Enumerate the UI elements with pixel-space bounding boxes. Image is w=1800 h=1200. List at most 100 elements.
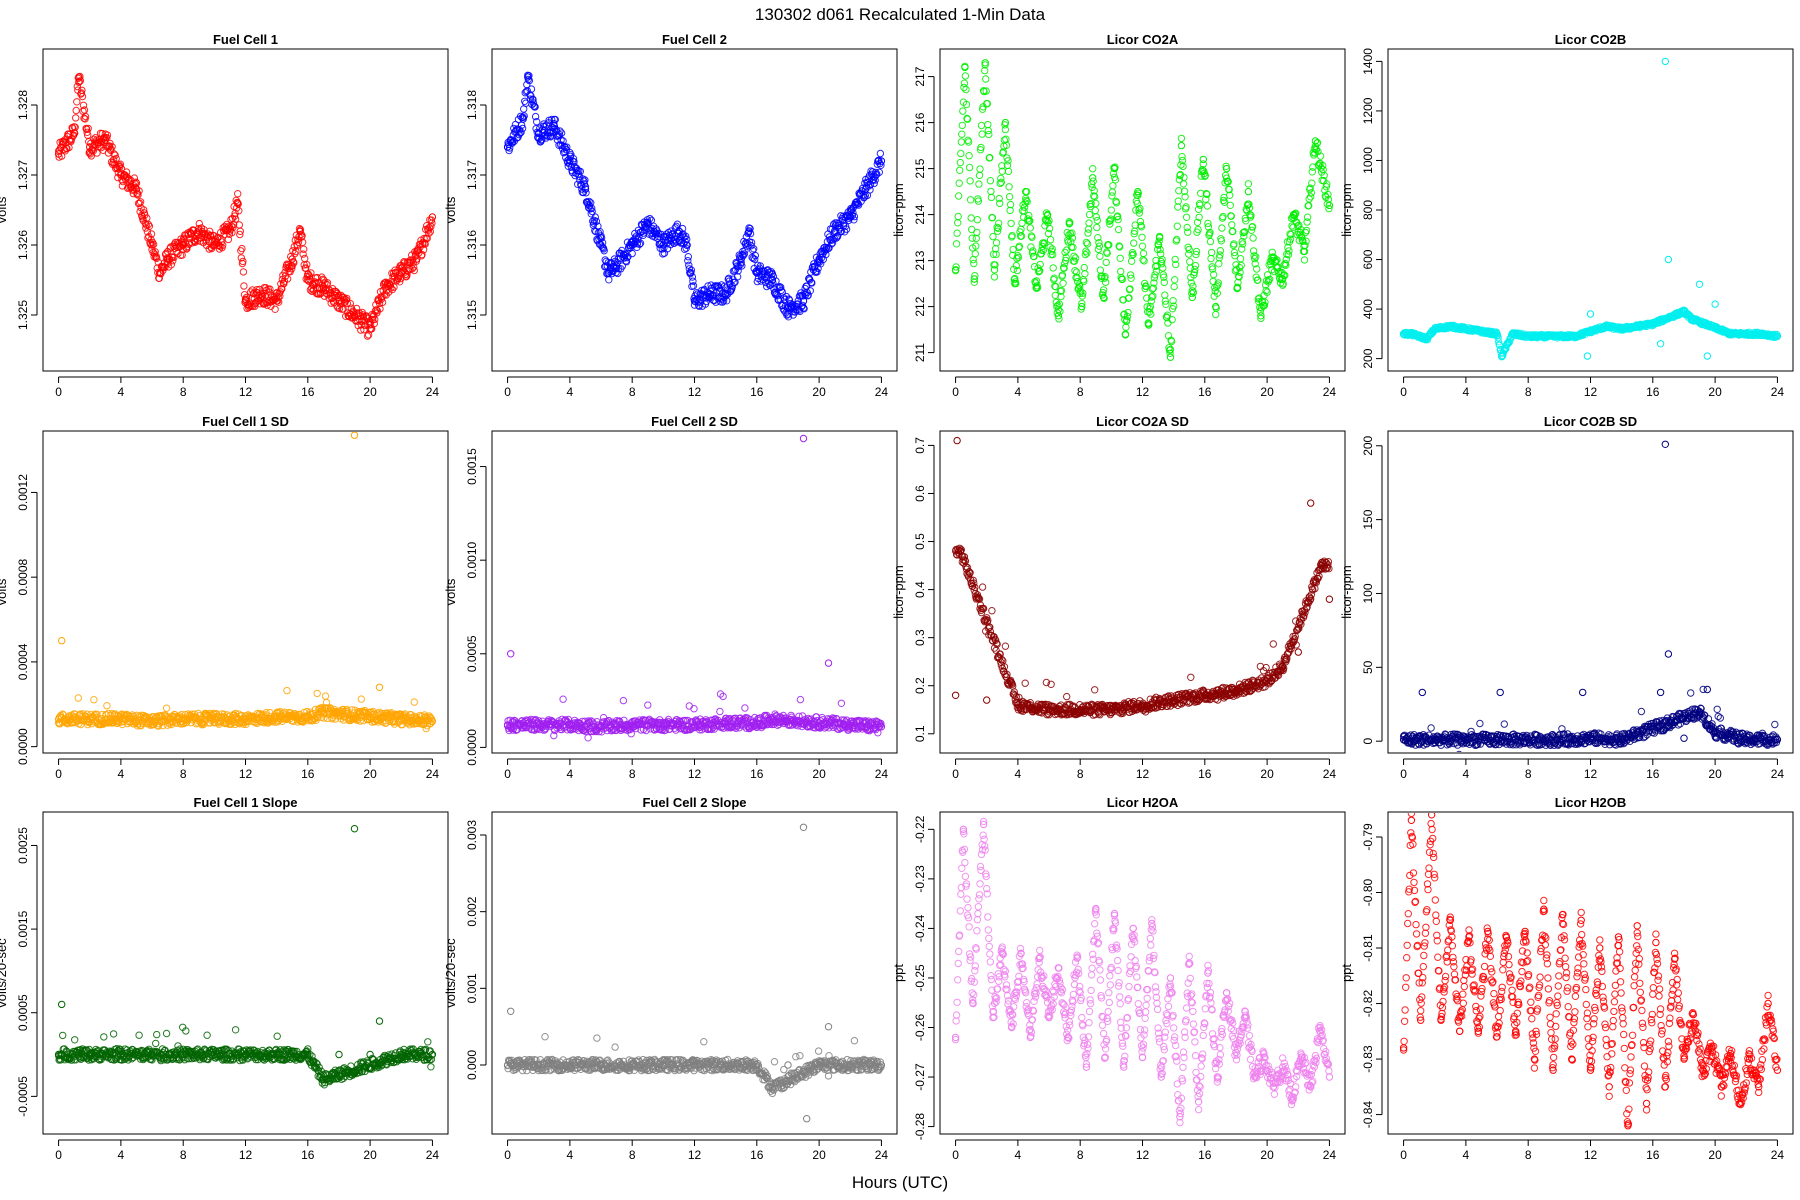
data-point	[538, 135, 546, 144]
x-tick-label: 12	[239, 385, 253, 399]
data-point	[1108, 188, 1117, 196]
data-point	[169, 257, 177, 265]
data-points	[503, 71, 886, 321]
data-point	[1207, 254, 1215, 263]
data-point	[1117, 267, 1125, 276]
data-point	[1241, 228, 1249, 236]
y-tick-label: 0.6	[913, 485, 927, 502]
data-point	[1305, 195, 1313, 203]
data-point	[1227, 212, 1236, 220]
data-point	[1240, 232, 1248, 240]
data-point	[1242, 217, 1250, 225]
data-point	[584, 734, 592, 742]
data-point	[294, 238, 303, 247]
data-point	[136, 207, 144, 216]
data-point	[1110, 164, 1118, 172]
data-point	[975, 171, 984, 180]
data-point	[1123, 316, 1131, 324]
data-point	[1005, 193, 1014, 201]
data-point	[1294, 648, 1303, 656]
data-point	[767, 268, 775, 276]
data-point	[1014, 253, 1023, 262]
data-point	[1155, 237, 1163, 245]
data-point	[841, 222, 850, 230]
data-point	[1105, 241, 1113, 249]
data-point	[1225, 186, 1233, 194]
x-tick-label: 16	[1198, 385, 1212, 399]
figure-title: 130302 d061 Recalculated 1-Min Data	[755, 5, 1046, 24]
data-point	[1188, 287, 1197, 295]
data-points	[1399, 57, 1782, 361]
data-point	[722, 291, 730, 300]
data-point	[1135, 206, 1143, 214]
y-tick-label: 1.326	[16, 230, 30, 260]
data-point	[371, 315, 379, 324]
data-point	[1185, 245, 1193, 254]
data-point	[531, 103, 539, 111]
data-point	[866, 186, 874, 194]
data-point	[1492, 328, 1501, 336]
data-point	[973, 216, 982, 224]
data-point	[952, 240, 961, 248]
data-point	[1149, 292, 1157, 300]
x-tick-label: 8	[629, 385, 636, 399]
data-point	[683, 235, 691, 244]
x-tick-label: 16	[301, 767, 315, 781]
data-point	[1236, 268, 1244, 277]
data-point	[1323, 200, 1332, 208]
data-point	[162, 704, 171, 712]
data-point	[773, 291, 782, 300]
data-point	[236, 227, 245, 236]
data-point	[233, 198, 241, 207]
data-point	[993, 223, 1001, 232]
data-point	[1171, 276, 1179, 284]
data-point	[1254, 276, 1262, 284]
data-point	[688, 273, 697, 281]
data-point	[1307, 189, 1316, 197]
data-point	[591, 213, 599, 221]
data-point	[741, 704, 749, 712]
data-point	[967, 214, 975, 222]
data-point	[796, 695, 805, 704]
data-point	[957, 149, 965, 158]
data-point	[1001, 121, 1009, 129]
data-point	[1109, 182, 1117, 190]
x-tick-label: 12	[1584, 385, 1598, 399]
data-point	[1116, 254, 1124, 262]
data-point	[1077, 305, 1085, 313]
data-point	[1099, 289, 1107, 297]
data-point	[515, 130, 523, 139]
data-point	[1094, 234, 1102, 242]
x-tick-label: 4	[118, 767, 125, 781]
data-point	[678, 224, 687, 233]
data-point	[72, 106, 80, 115]
y-tick-label: 0.0004	[16, 643, 30, 680]
data-point	[877, 161, 885, 170]
data-point	[1179, 180, 1188, 188]
data-point	[682, 244, 690, 252]
data-point	[1023, 197, 1031, 206]
data-point	[239, 268, 248, 276]
data-point	[1057, 286, 1066, 295]
data-point	[248, 294, 256, 303]
data-point	[1114, 225, 1123, 234]
data-point	[1284, 251, 1293, 259]
data-point	[525, 72, 533, 80]
data-point	[799, 434, 808, 443]
x-tick-label: 8	[180, 385, 187, 399]
y-tick-label: 217	[913, 66, 927, 86]
data-point	[635, 240, 644, 249]
data-point	[1071, 254, 1080, 262]
data-point	[1323, 180, 1331, 188]
data-point	[1212, 310, 1220, 319]
data-point	[1036, 260, 1044, 269]
data-point	[1257, 312, 1265, 320]
panel-title: Fuel Cell 1 SD	[202, 414, 289, 429]
data-point	[806, 287, 814, 295]
data-point	[1703, 352, 1712, 360]
data-point	[953, 229, 961, 237]
data-point	[357, 326, 365, 334]
data-point	[1177, 161, 1185, 169]
data-point	[1172, 260, 1180, 269]
